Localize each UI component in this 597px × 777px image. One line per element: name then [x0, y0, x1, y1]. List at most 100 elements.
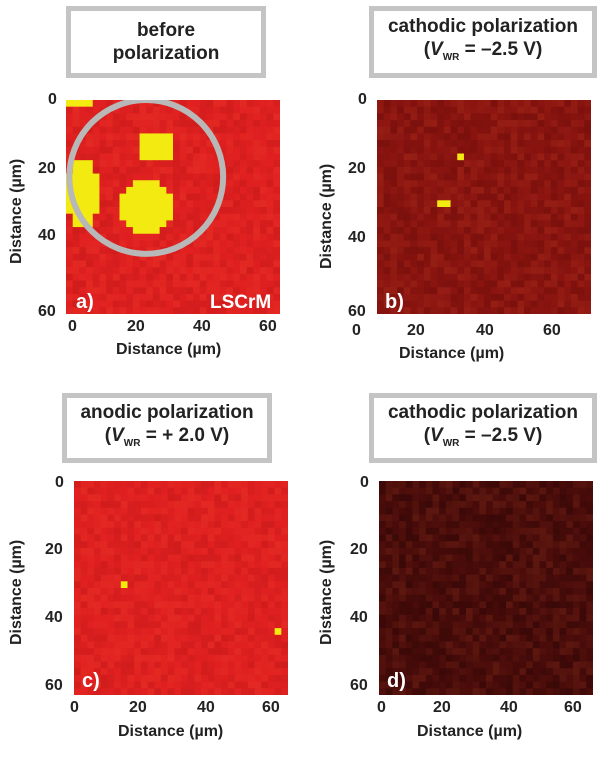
heatmap-cell [132, 106, 140, 114]
heatmap-cell [194, 494, 202, 502]
heatmap-cell [559, 567, 567, 576]
heatmap-cell [532, 507, 540, 515]
heatmap-cell [586, 601, 593, 609]
heatmap-cell [457, 173, 465, 181]
heatmap-cell [241, 688, 249, 695]
heatmap-cell [550, 247, 558, 255]
heatmap-cell [152, 186, 161, 195]
heatmap-cell [127, 594, 135, 602]
heatmap-cell [247, 487, 255, 495]
heatmap-cell [233, 106, 241, 114]
heatmap-cell [584, 113, 591, 121]
heatmap-cell [140, 527, 148, 535]
heatmap-cell [425, 661, 433, 669]
heatmap-cell [504, 100, 512, 108]
heatmap-cell [470, 227, 478, 235]
heatmap-cell [234, 534, 242, 542]
heatmap-cell [174, 527, 182, 535]
heatmap-cell [385, 641, 393, 649]
heatmap-cell [437, 193, 445, 201]
heatmap-cell [80, 554, 88, 562]
heatmap-cell [390, 193, 398, 201]
heatmap-cell [439, 648, 447, 656]
heatmap-cell [452, 641, 460, 649]
heatmap-cell [557, 253, 565, 261]
heatmap-cell [566, 514, 574, 522]
heatmap-cell [126, 180, 134, 188]
heatmap-cell [226, 186, 234, 195]
heatmap-cell [437, 253, 445, 261]
heatmap-cell [140, 641, 148, 649]
heatmap-cell [86, 220, 94, 228]
heatmap-cell [419, 521, 427, 529]
heatmap-cell [221, 487, 229, 495]
heatmap-cell [181, 621, 189, 629]
heatmap-cell [439, 614, 447, 622]
heatmap-cell [570, 106, 579, 114]
heatmap-cell [546, 668, 554, 676]
heatmap-cell [253, 200, 261, 208]
heatmap-cell [254, 541, 262, 549]
heatmap-cell [412, 688, 420, 695]
heatmap-cell [572, 614, 581, 622]
heatmap-cell [186, 193, 194, 201]
heatmap-cell [239, 273, 247, 281]
heatmap-cell [584, 240, 591, 248]
heatmap-cell [154, 594, 162, 602]
heatmap-cells [74, 481, 288, 695]
heatmap-cell [390, 233, 398, 241]
heatmap-cell [107, 674, 115, 683]
heatmap-cell [201, 594, 209, 602]
heatmap-cell [465, 648, 474, 656]
heatmap-cell [437, 220, 445, 228]
heatmap-cell [79, 113, 87, 121]
heatmap-cell [526, 654, 534, 662]
heatmap-cell [504, 233, 512, 241]
heatmap-cell [106, 213, 114, 221]
heatmap-cell [399, 567, 407, 576]
heatmap-cell [112, 153, 120, 161]
heatmap-cell [199, 247, 207, 255]
heatmap-cell [274, 634, 282, 642]
heatmap-cell [403, 280, 411, 288]
heatmap-cell [385, 567, 393, 576]
heatmap-cell [213, 307, 221, 314]
heatmap-cell [281, 614, 288, 622]
heatmap-cell [537, 267, 545, 275]
heatmap-cell [546, 561, 554, 569]
heatmap-cell [107, 581, 115, 589]
heatmap-cell [490, 227, 498, 235]
heatmap-cell [134, 594, 142, 602]
heatmap-cell [120, 581, 128, 589]
heatmap-cell [379, 567, 387, 576]
heatmap-cell [385, 634, 393, 642]
heatmap-cell [167, 581, 175, 589]
heatmap-cell [107, 648, 115, 656]
heatmap-cell [227, 641, 235, 649]
heatmap-cell [267, 481, 276, 489]
heatmap-cell [512, 534, 520, 542]
heatmap-cell [377, 113, 385, 121]
heatmap-cell [472, 654, 480, 662]
heatmap-cell [379, 648, 387, 656]
heatmap-cell [497, 113, 505, 121]
heatmap-cell [134, 668, 142, 676]
heatmap-cell [577, 160, 585, 168]
heatmap-cell [452, 621, 460, 629]
heatmap-cell [439, 561, 447, 569]
heatmap-cell [564, 153, 572, 161]
heatmap-cell [557, 220, 565, 228]
heatmap-cell [479, 688, 487, 695]
panel-a-title-line1: before [136, 20, 196, 41]
heatmap-cell [584, 173, 591, 181]
heatmap-cell [66, 273, 74, 281]
heatmap-cell [430, 287, 438, 295]
heatmap-cell [239, 287, 247, 295]
heatmap-cell [86, 160, 94, 168]
heatmap-cell [273, 173, 280, 181]
heatmap-cell [479, 681, 487, 689]
heatmap-cell [199, 140, 207, 148]
heatmap-cell [510, 146, 518, 154]
heatmap-cell [530, 300, 538, 308]
heatmap-cell [206, 160, 214, 168]
